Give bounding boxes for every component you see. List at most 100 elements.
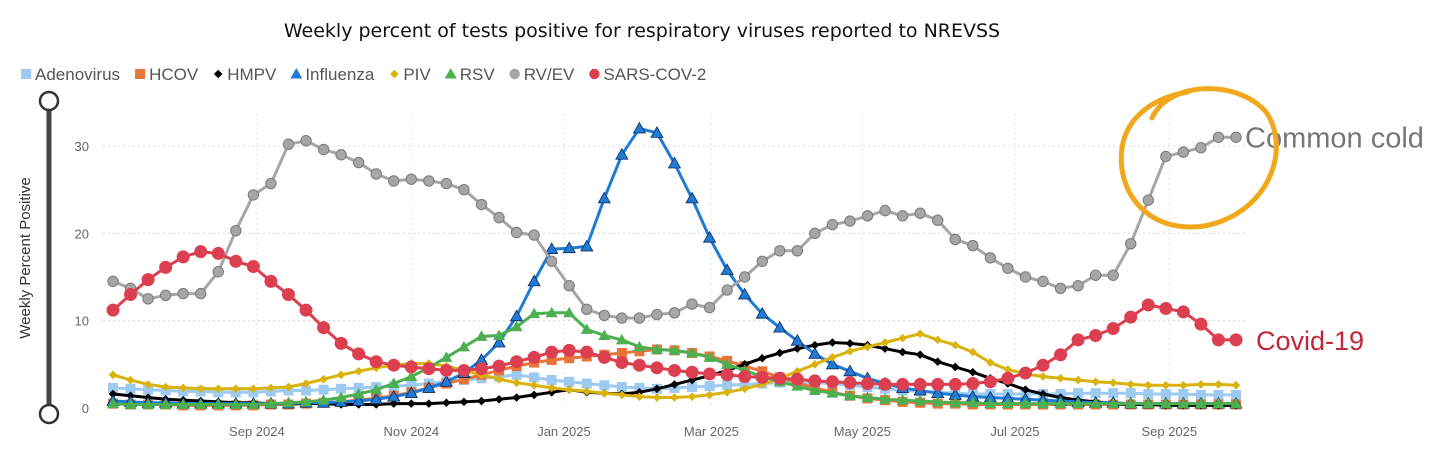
piv-point <box>1056 374 1065 383</box>
piv-point <box>266 383 276 393</box>
slider-top-handle[interactable] <box>38 90 60 112</box>
sars-cov-2-point <box>369 355 383 369</box>
sars-cov-2-point <box>878 377 892 391</box>
hmpv-point <box>880 344 890 353</box>
legend-item-sars-cov-2[interactable]: SARS-COV-2 <box>589 65 706 84</box>
rsv-point <box>861 391 874 403</box>
rv-ev-point <box>896 210 909 222</box>
rv-ev-point <box>721 284 733 296</box>
piv-point <box>968 347 978 357</box>
x-tick-sep-2024: Sep 2024 <box>229 424 285 439</box>
sars-cov-2-point <box>317 321 331 335</box>
sars-cov-2-point <box>1211 333 1225 347</box>
hmpv-point <box>424 399 434 408</box>
adenovirus-point <box>511 369 522 380</box>
rv-ev-point <box>195 287 207 300</box>
series-sars-cov-2 <box>106 245 1243 391</box>
rsv-point <box>107 397 119 409</box>
rv-ev-point <box>1195 142 1207 154</box>
legend: Adenovirus HCOV HMPV Influenza PIV RSV RV/EV SA… <box>21 65 706 84</box>
sars-cov-2-point <box>703 367 717 381</box>
rv-ev-point <box>932 214 944 226</box>
piv-point <box>1073 375 1083 385</box>
adenovirus-point <box>353 382 364 393</box>
piv-point <box>1231 380 1241 390</box>
legend-item-adenovirus[interactable]: Adenovirus <box>21 65 120 84</box>
hmpv-point <box>670 380 679 389</box>
legend-item-hcov[interactable]: HCOV <box>135 65 199 84</box>
rv-ev-point <box>335 149 347 161</box>
rsv-point <box>545 306 558 318</box>
sars-cov-2-point <box>159 260 173 274</box>
influenza-point <box>544 242 559 254</box>
rv-ev-point <box>1037 275 1049 288</box>
piv-point <box>231 384 241 394</box>
piv-point <box>600 388 609 398</box>
rv-ev-point <box>317 143 330 156</box>
rsv-point <box>1212 397 1225 409</box>
legend-marker-rsv <box>444 68 457 79</box>
influenza-point <box>422 381 436 393</box>
rsv-point <box>405 370 418 382</box>
hmpv-point <box>757 353 767 363</box>
sars-cov-2-point <box>738 370 752 384</box>
hmpv-point <box>740 360 749 369</box>
sars-cov-2-point <box>720 368 734 382</box>
sars-cov-2-point <box>1071 333 1085 347</box>
piv-point <box>1143 380 1153 390</box>
rsv-point <box>370 383 383 395</box>
legend-item-piv[interactable]: PIV <box>390 65 431 84</box>
rv-ev-point <box>1107 269 1119 281</box>
sars-cov-2-point <box>264 274 278 288</box>
rv-ev-point <box>545 255 558 267</box>
sars-cov-2-point <box>755 370 769 384</box>
annotation-covid-19: Covid-19 <box>1256 326 1364 356</box>
rsv-point <box>1036 397 1049 409</box>
series-line-influenza <box>112 127 1236 406</box>
rsv-point <box>1142 397 1155 409</box>
adenovirus-point <box>599 380 610 391</box>
sars-cov-2-point <box>1194 317 1208 331</box>
hmpv-point <box>108 389 118 399</box>
rv-ev-point <box>563 280 575 292</box>
legend-item-rv-ev[interactable]: RV/EV <box>509 65 575 84</box>
piv-point <box>950 340 960 350</box>
rv-ev-point <box>440 177 453 190</box>
rv-ev-point <box>668 307 681 319</box>
legend-item-hmpv[interactable]: HMPV <box>213 65 277 84</box>
piv-point <box>915 329 925 339</box>
rsv-point <box>510 320 523 332</box>
legend-marker-influenza <box>290 68 303 79</box>
rv-ev-point <box>967 239 979 252</box>
piv-point <box>161 382 170 392</box>
influenza-point <box>632 121 647 134</box>
sars-cov-2-point <box>913 377 927 391</box>
rsv-point <box>721 358 734 369</box>
piv-point <box>1179 380 1188 390</box>
rsv-point <box>598 329 611 341</box>
sars-cov-2-point <box>176 250 190 264</box>
y-range-slider[interactable] <box>38 90 60 425</box>
adenovirus-point <box>634 382 645 393</box>
influenza-point <box>562 241 576 254</box>
piv-point <box>1196 380 1206 389</box>
piv-point <box>1108 378 1118 387</box>
rv-ev-point <box>493 211 505 224</box>
legend-marker-sars-cov-2 <box>589 68 600 80</box>
rv-ev-point <box>352 156 365 169</box>
rsv-point <box>282 396 295 408</box>
slider-bottom-handle[interactable] <box>38 403 60 425</box>
hmpv-point <box>635 387 644 397</box>
influenza-point <box>527 274 541 287</box>
sars-cov-2-point <box>1229 333 1243 347</box>
rv-ev-point <box>686 298 698 310</box>
legend-item-influenza[interactable]: Influenza <box>290 65 375 84</box>
rv-ev-point <box>844 215 856 227</box>
sars-cov-2-point <box>457 363 471 377</box>
rsv-point <box>493 329 506 341</box>
rv-ev-point <box>1160 150 1172 163</box>
sars-cov-2-point <box>668 363 681 377</box>
legend-item-rsv[interactable]: RSV <box>444 65 496 84</box>
sars-cov-2-point <box>352 347 366 361</box>
rv-ev-point <box>581 303 593 316</box>
